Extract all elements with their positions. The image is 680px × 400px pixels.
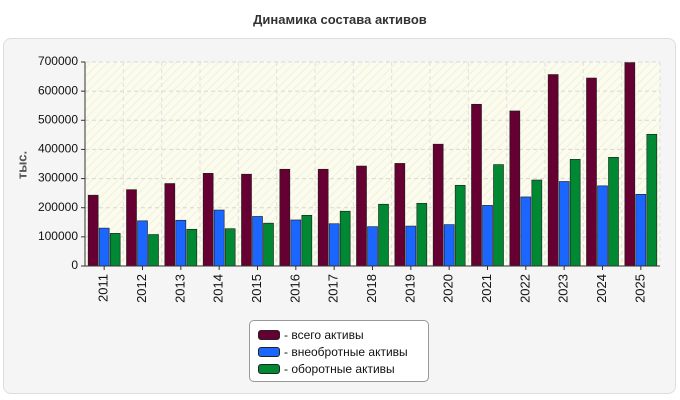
legend-item-current: - оборотные активы [258, 360, 420, 377]
y-tick-label: 500000 [38, 112, 78, 126]
bar-current-2023 [569, 159, 581, 267]
x-tick-label: 2013 [172, 274, 187, 303]
bar-noncurrent-2025 [635, 194, 647, 267]
y-axis-label: тыс. [14, 151, 29, 179]
bar-noncurrent-2012 [137, 220, 148, 267]
bar-current-2017 [339, 210, 351, 267]
x-tick-label: 2020 [441, 274, 456, 303]
x-tick-label: 2017 [326, 274, 341, 303]
bar-total-2016 [279, 168, 291, 267]
bar-current-2015 [263, 222, 274, 267]
x-tick-label: 2024 [594, 274, 609, 303]
legend-swatch-current [258, 363, 280, 374]
bar-current-2014 [224, 228, 236, 267]
y-tick-label: 0 [71, 258, 78, 272]
chart-title: Динамика состава активов [253, 12, 427, 27]
bar-noncurrent-2015 [252, 216, 263, 267]
bar-total-2024 [586, 77, 597, 267]
legend-item-total: - всего активы [258, 326, 420, 343]
bar-noncurrent-2018 [367, 226, 378, 267]
bar-total-2025 [624, 62, 636, 267]
bar-current-2011 [109, 233, 121, 267]
bar-current-2024 [608, 156, 619, 267]
legend: - всего активы - внеобротные активы - об… [249, 320, 429, 382]
bar-total-2015 [241, 173, 252, 267]
bar-noncurrent-2023 [558, 181, 570, 267]
bar-current-2025 [646, 133, 658, 267]
bar-current-2019 [416, 203, 428, 267]
legend-item-noncurrent: - внеобротные активы [258, 343, 420, 360]
bar-current-2022 [531, 179, 543, 267]
x-tick-label: 2011 [96, 274, 111, 302]
legend-swatch-noncurrent [258, 346, 280, 357]
bar-noncurrent-2014 [213, 209, 225, 267]
bar-noncurrent-2021 [482, 205, 493, 267]
bar-noncurrent-2022 [520, 196, 532, 267]
bar-noncurrent-2011 [98, 227, 110, 267]
y-tick-labels: 0 100000 200000 300000 400000 500000 600000 700… [38, 54, 78, 272]
bar-total-2018 [356, 165, 367, 267]
bar-noncurrent-2016 [290, 219, 302, 267]
x-tick-label: 2025 [632, 274, 647, 303]
bar-total-2017 [317, 168, 329, 267]
bar-total-2020 [432, 143, 444, 267]
y-tick-label: 100000 [38, 229, 78, 243]
x-tick-label: 2016 [287, 274, 302, 303]
bar-total-2022 [509, 110, 521, 267]
bar-noncurrent-2017 [328, 223, 340, 267]
bar-total-2019 [394, 163, 406, 267]
bar-total-2012 [126, 189, 137, 267]
legend-swatch-total [258, 329, 280, 340]
x-tick-label: 2015 [249, 274, 264, 303]
bar-current-2013 [186, 228, 198, 267]
bar-current-2012 [148, 234, 159, 267]
bar-current-2020 [454, 184, 466, 267]
bar-total-2014 [202, 173, 214, 267]
legend-label-total: - всего активы [284, 327, 364, 342]
bar-total-2021 [471, 103, 482, 267]
y-tick-label: 300000 [38, 171, 78, 185]
legend-label-current: - оборотные активы [284, 361, 395, 376]
bar-noncurrent-2020 [443, 224, 455, 267]
bars [87, 62, 658, 267]
bar-noncurrent-2019 [405, 225, 417, 267]
x-tick-label: 2012 [134, 274, 149, 303]
bar-noncurrent-2013 [175, 219, 187, 267]
y-tick-label: 600000 [38, 83, 78, 97]
bar-total-2023 [547, 74, 559, 267]
x-tick-label: 2019 [402, 274, 417, 303]
bar-total-2011 [87, 194, 99, 267]
bar-current-2018 [378, 203, 389, 267]
bar-total-2013 [164, 183, 176, 267]
bar-noncurrent-2024 [597, 185, 608, 267]
y-tick-label: 400000 [38, 142, 78, 156]
x-tick-label: 2014 [211, 274, 226, 303]
x-tick-labels: 2011 2012 2013 2014 2015 2016 2017 2018 2019 2020… [96, 274, 648, 303]
y-tick-label: 200000 [38, 200, 78, 214]
x-tick-label: 2018 [364, 274, 379, 303]
x-tick-label: 2022 [517, 274, 532, 303]
bar-current-2021 [493, 164, 504, 267]
axes [81, 61, 660, 270]
bar-current-2016 [301, 214, 313, 267]
x-tick-label: 2023 [556, 274, 571, 303]
x-tick-label: 2021 [479, 274, 494, 303]
legend-label-noncurrent: - внеобротные активы [284, 344, 408, 359]
y-tick-label: 700000 [38, 54, 78, 68]
y-axis-title: тыс. [14, 151, 29, 179]
